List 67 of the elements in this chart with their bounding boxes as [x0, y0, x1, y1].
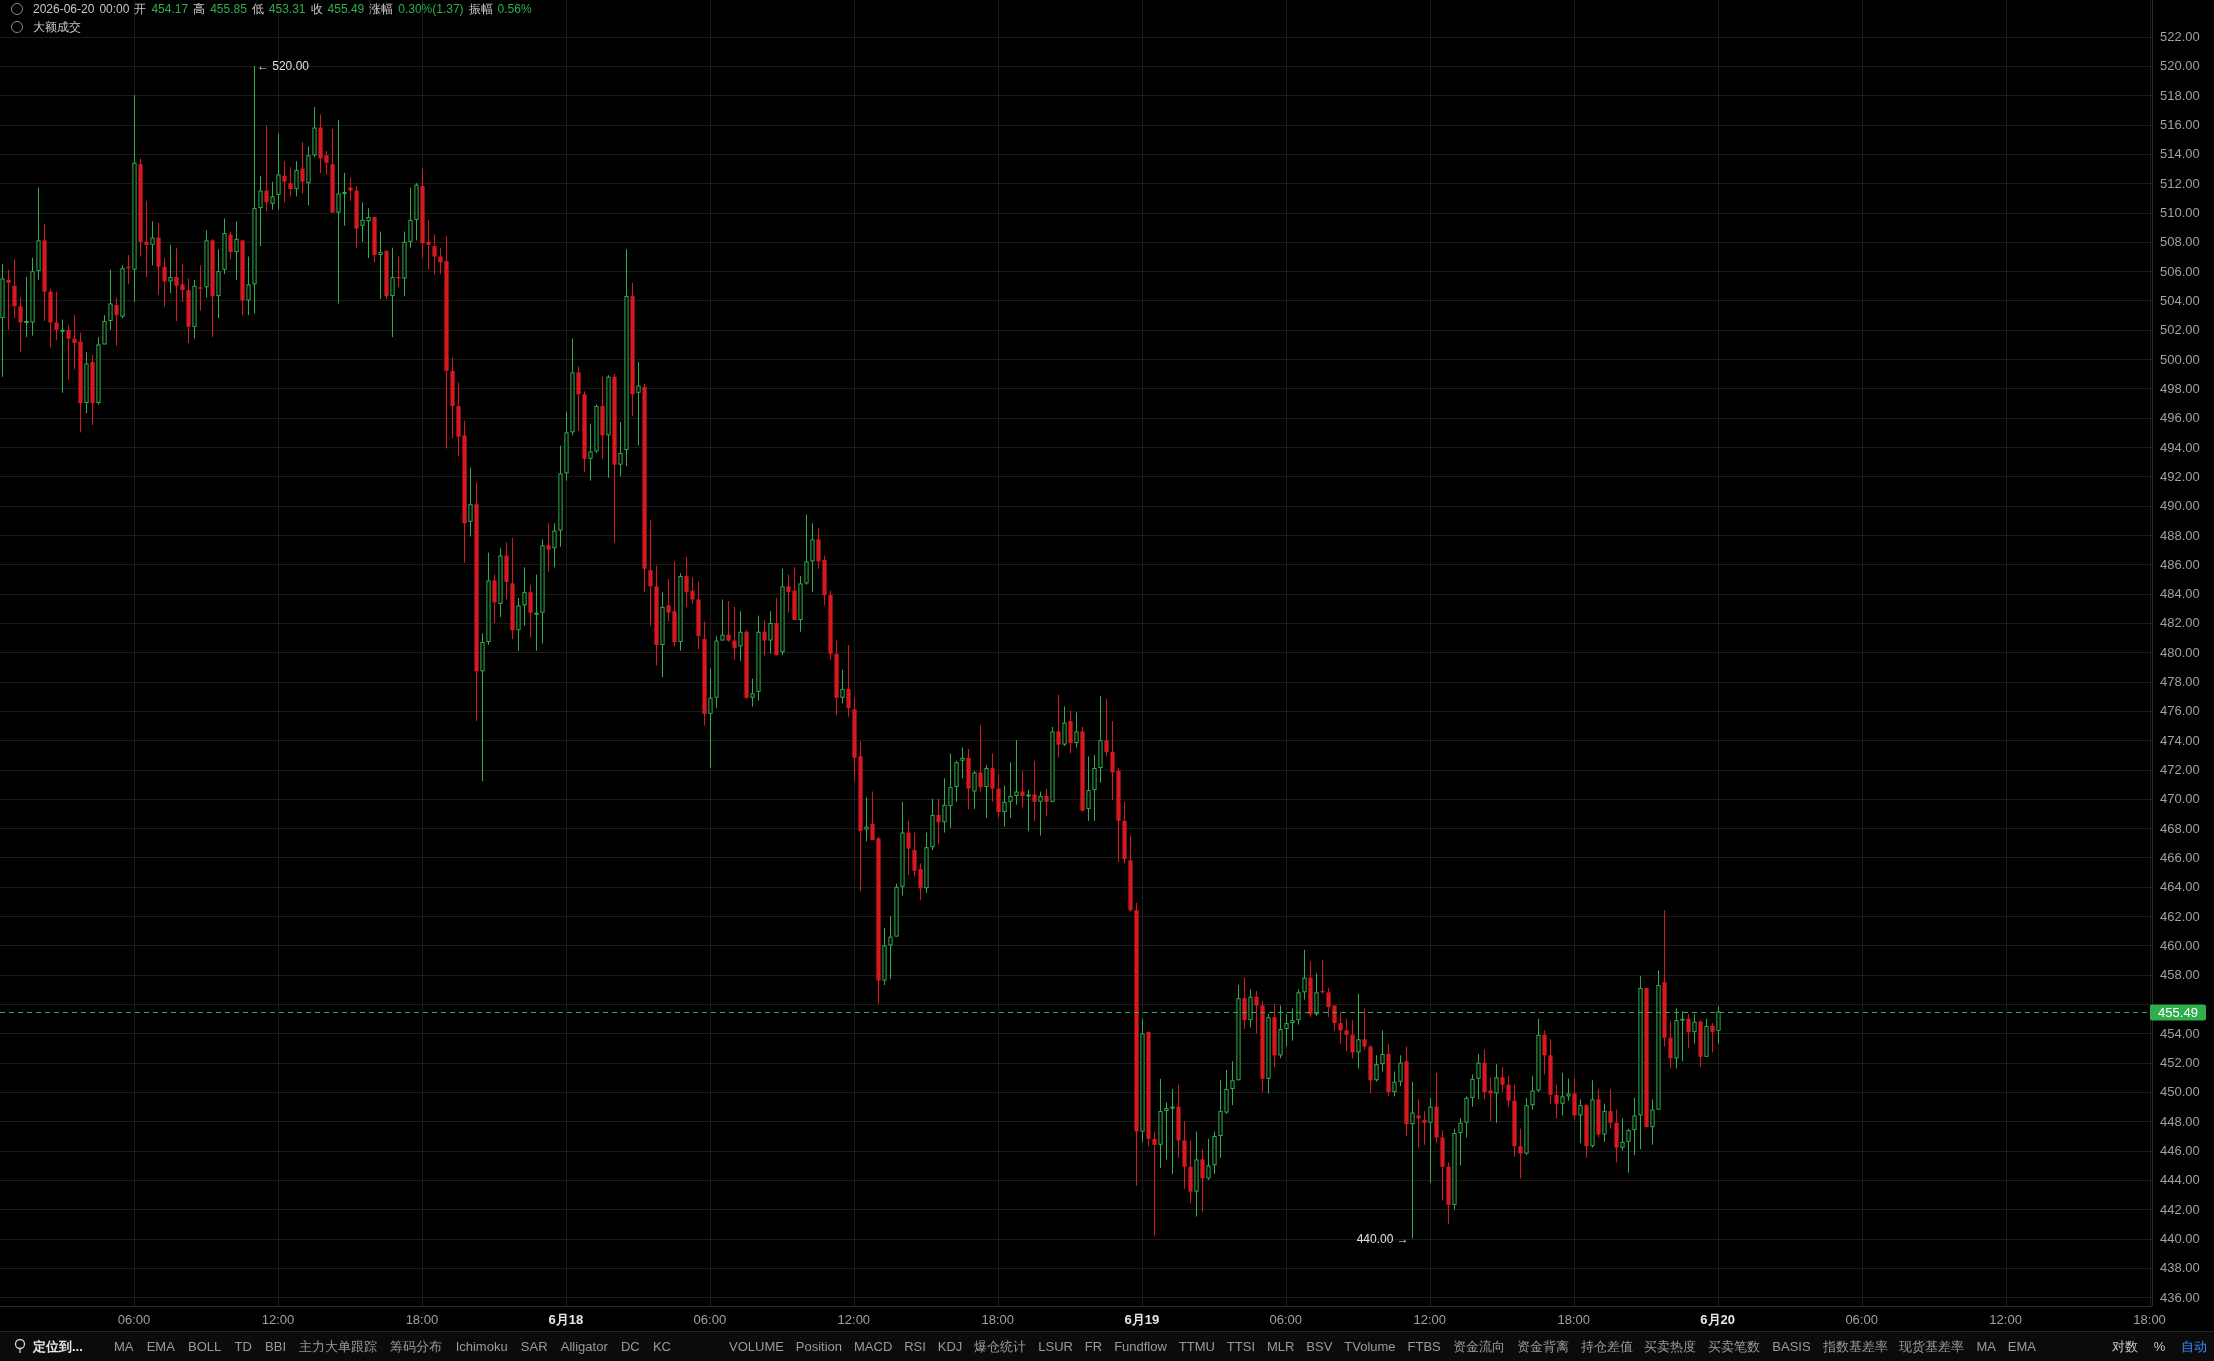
y-tick-label: 472.00 [2160, 762, 2200, 778]
annotation: 440.00 → [1356, 1232, 1409, 1247]
x-tick-label: 6月19 [1124, 1312, 1160, 1327]
y-tick-label: 514.00 [2160, 146, 2200, 162]
y-tick-label: 504.00 [2160, 292, 2200, 308]
x-tick-label: 12:00 [1989, 1312, 2022, 1327]
y-tick-label: 438.00 [2160, 1260, 2200, 1276]
y-tick-label: 496.00 [2160, 410, 2200, 426]
y-tick-label: 492.00 [2160, 468, 2200, 484]
text: VOLUME Position MACD RSI KDJ 爆仓统计 LSUR FR Fundflow TTMU TTSI MLR BSV TVolume FTBS 资金流向 资金背离 持仓差值 买卖热度 买卖笔数 BASIS 指数基差率 现货基差率 MA EMA [729, 1339, 2036, 1354]
x-tick-label: 18:00 [981, 1312, 1015, 1327]
text: 2026-06-20 00:00 开 454.17 高 455.85 低 453.31 收 455.49 涨幅 0.30%(1.37) 振幅 0.56% [33, 2, 532, 16]
y-tick-label: 512.00 [2160, 175, 2200, 191]
y-tick-label: 518.00 [2160, 87, 2200, 103]
x-tick-label: 06:00 [1845, 1312, 1878, 1327]
x-tick-label: 18:00 [2133, 1312, 2166, 1327]
y-tick-label: 516.00 [2160, 117, 2200, 133]
y-tick-label: 508.00 [2160, 234, 2200, 250]
y-tick-label: 466.00 [2160, 849, 2200, 865]
y-tick-label: 436.00 [2160, 1289, 2200, 1305]
y-tick-label: 482.00 [2160, 615, 2200, 631]
x-tick-label: 12:00 [1413, 1312, 1447, 1327]
y-tick-label: 460.00 [2160, 937, 2200, 953]
y-tick-label: 502.00 [2160, 322, 2200, 338]
y-tick-label: 488.00 [2160, 527, 2200, 543]
y-tick-label: 474.00 [2160, 732, 2200, 748]
y-tick-label: 444.00 [2160, 1172, 2200, 1188]
x-tick-label: 18:00 [1557, 1312, 1590, 1327]
y-tick-label: 450.00 [2160, 1084, 2200, 1100]
text: 对数 % 自动 [2112, 1339, 2207, 1354]
y-tick-label: 500.00 [2160, 351, 2200, 367]
y-tick-label: 440.00 [2160, 1231, 2200, 1247]
y-tick-label: 522.00 [2160, 29, 2200, 45]
x-tick-label: 06:00 [117, 1312, 151, 1327]
y-tick-label: 442.00 [2160, 1201, 2200, 1217]
text: 定位到... [32, 1339, 83, 1354]
y-tick-label: 478.00 [2160, 674, 2200, 690]
x-tick-label: 18:00 [405, 1312, 439, 1327]
y-tick-label: 506.00 [2160, 263, 2200, 279]
y-tick-label: 458.00 [2160, 967, 2200, 983]
ref-line-label: 455.49 [2158, 1005, 2198, 1020]
y-tick-label: 452.00 [2160, 1055, 2200, 1071]
x-tick-label: 06:00 [693, 1312, 727, 1327]
y-tick-label: 510.00 [2160, 205, 2200, 221]
y-tick-label: 490.00 [2160, 498, 2200, 514]
y-tick-label: 446.00 [2160, 1143, 2200, 1159]
y-tick-label: 454.00 [2160, 1025, 2200, 1041]
y-tick-label: 464.00 [2160, 879, 2200, 895]
y-tick-label: 476.00 [2160, 703, 2200, 719]
x-tick-label: 06:00 [1269, 1312, 1303, 1327]
y-tick-label: 462.00 [2160, 908, 2200, 924]
y-tick-label: 494.00 [2160, 439, 2200, 455]
annotation: 大额成交 [33, 20, 81, 34]
x-tick-label: 6月18 [548, 1312, 584, 1327]
y-tick-label: 484.00 [2160, 586, 2200, 602]
y-tick-label: 520.00 [2160, 58, 2200, 74]
y-tick-label: 498.00 [2160, 380, 2200, 396]
y-tick-label: 448.00 [2160, 1113, 2200, 1129]
text: MA EMA BOLL TD BBI 主力大单跟踪 筹码分布 Ichimoku SAR Alligator DC KC [114, 1339, 671, 1354]
x-tick-label: 6月20 [1700, 1312, 1736, 1327]
x-tick-label: 12:00 [261, 1312, 295, 1327]
y-tick-label: 480.00 [2160, 644, 2200, 660]
y-tick-label: 470.00 [2160, 791, 2200, 807]
x-tick-label: 12:00 [837, 1312, 871, 1327]
y-tick-label: 468.00 [2160, 820, 2200, 836]
annotation: ← 520.00 [256, 59, 310, 74]
y-tick-label: 486.00 [2160, 556, 2200, 572]
